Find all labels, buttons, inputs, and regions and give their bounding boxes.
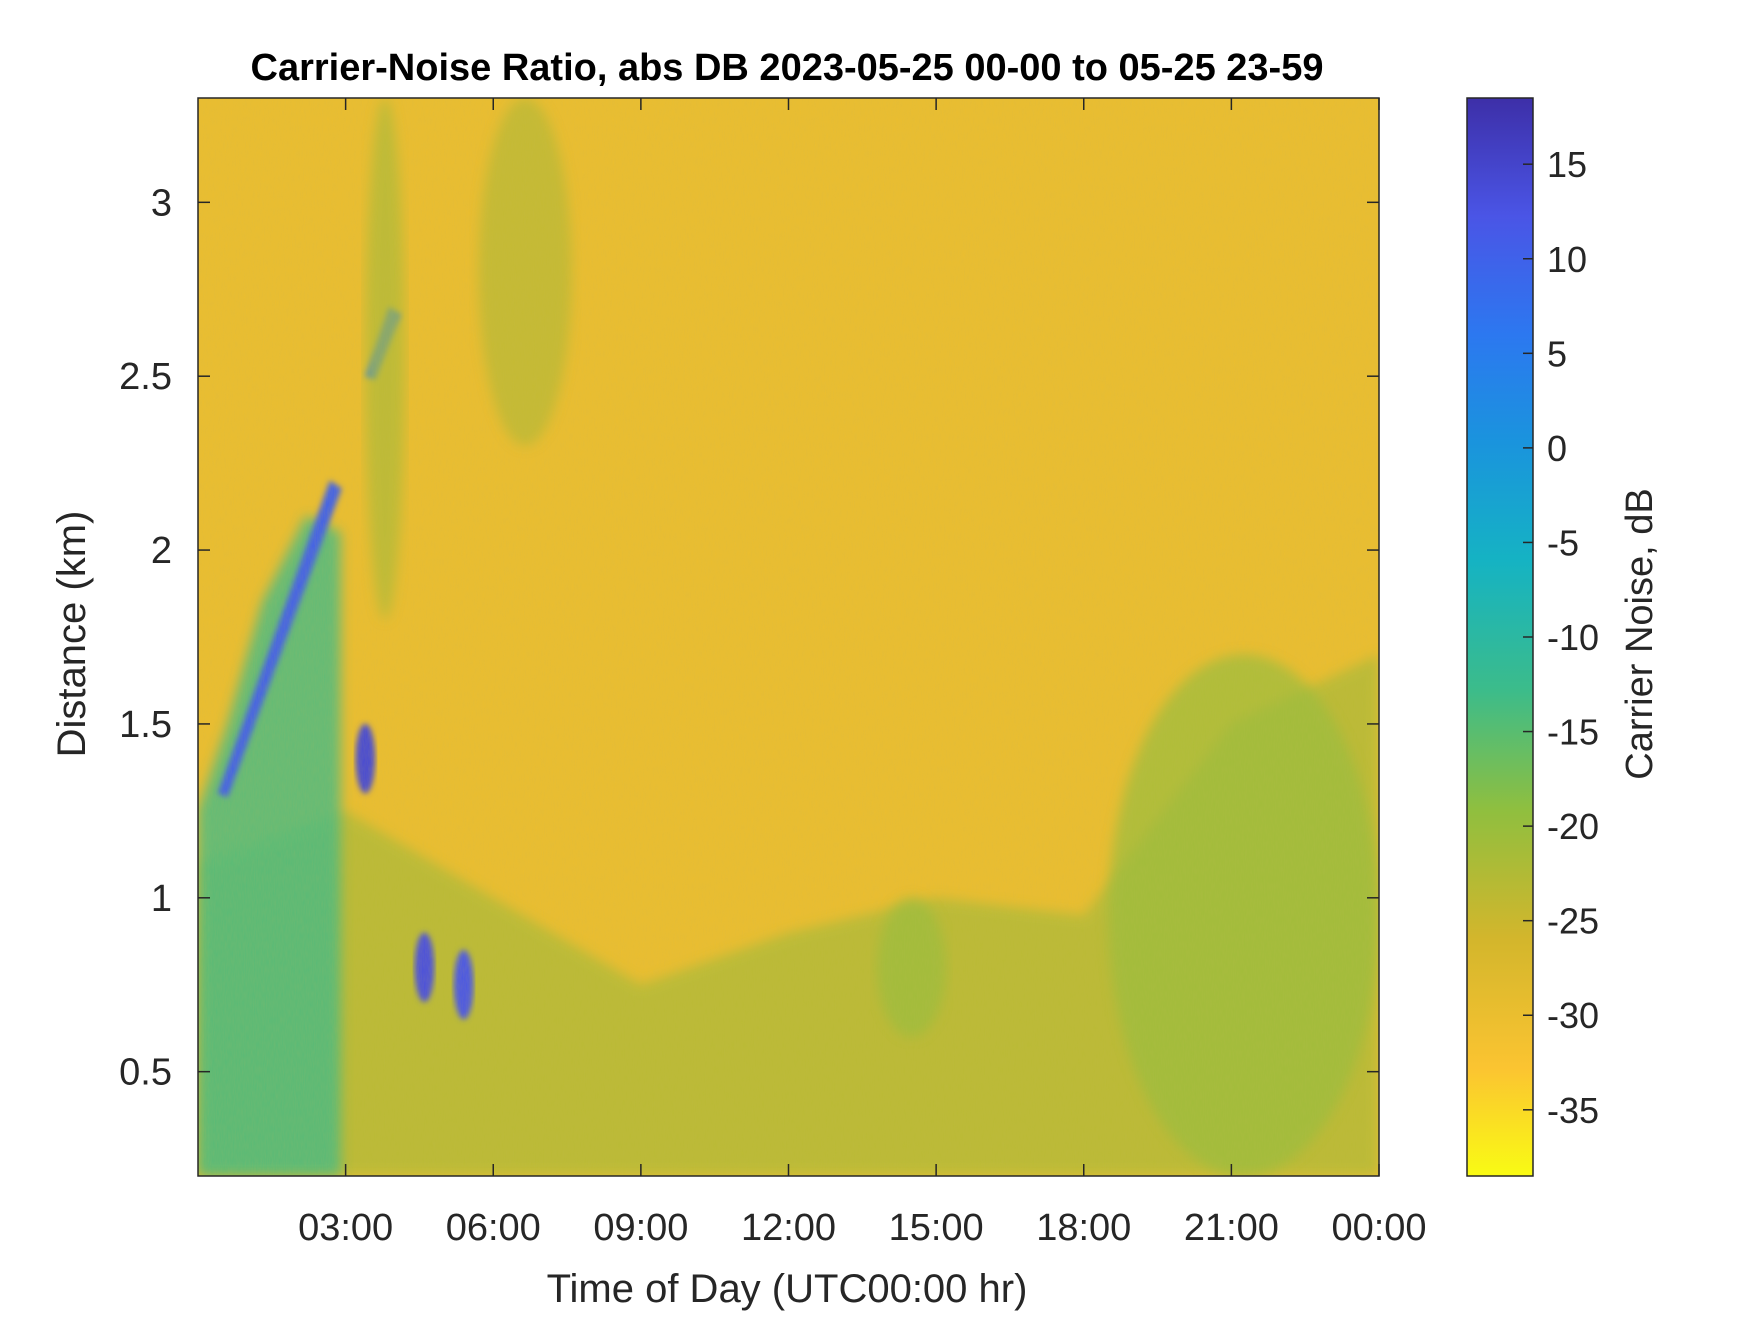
colorbar-label: Carrier Noise, dB [1619, 488, 1661, 779]
x-tick-label: 09:00 [593, 1207, 688, 1249]
x-tick-label: 15:00 [889, 1207, 984, 1249]
y-axis: 0.5 1 1.5 2 2.5 3 [119, 182, 1379, 1094]
x-tick-label: 21:00 [1184, 1207, 1279, 1249]
heatmap-texture [198, 98, 1379, 1176]
y-tick-label: 2.5 [119, 356, 172, 398]
colorbar [1466, 97, 1534, 1177]
x-tick-label: 00:00 [1331, 1207, 1426, 1249]
colorbar-tick-label: 0 [1547, 428, 1567, 469]
colorbar-tick-label: -10 [1547, 617, 1599, 658]
x-axis: 03:00 06:00 09:00 12:00 15:00 18:00 21:00 00:00 [298, 98, 1427, 1249]
x-tick-label: 12:00 [741, 1207, 836, 1249]
y-tick-label: 3 [151, 182, 172, 224]
y-tick-label: 2 [151, 530, 172, 572]
heatmap-image [198, 98, 1379, 1176]
colorbar-axis: 15 10 5 0 -5 -10 -15 -20 -25 -30 -35 [1523, 144, 1599, 1131]
chart-title: Carrier-Noise Ratio, abs DB 2023-05-25 0… [251, 47, 1324, 89]
colorbar-tick-label: -15 [1547, 712, 1599, 753]
y-tick-label: 1 [151, 878, 172, 920]
x-axis-label: Time of Day (UTC00:00 hr) [547, 1267, 1028, 1311]
colorbar-tick-label: -5 [1547, 522, 1579, 563]
colorbar-tick-label: -25 [1547, 901, 1599, 942]
colorbar-tick-label: 10 [1547, 239, 1587, 280]
colorbar-tick-label: -35 [1547, 1090, 1599, 1131]
colorbar-tick-label: -20 [1547, 806, 1599, 847]
colorbar-tick-label: 15 [1547, 144, 1587, 185]
y-tick-label: 0.5 [119, 1052, 172, 1094]
y-axis-label: Distance (km) [50, 511, 94, 758]
x-tick-label: 18:00 [1036, 1207, 1131, 1249]
x-tick-label: 03:00 [298, 1207, 393, 1249]
colorbar-tick-label: 5 [1547, 333, 1567, 374]
x-tick-label: 06:00 [446, 1207, 541, 1249]
colorbar-tick-label: -30 [1547, 995, 1599, 1036]
y-tick-label: 1.5 [119, 704, 172, 746]
